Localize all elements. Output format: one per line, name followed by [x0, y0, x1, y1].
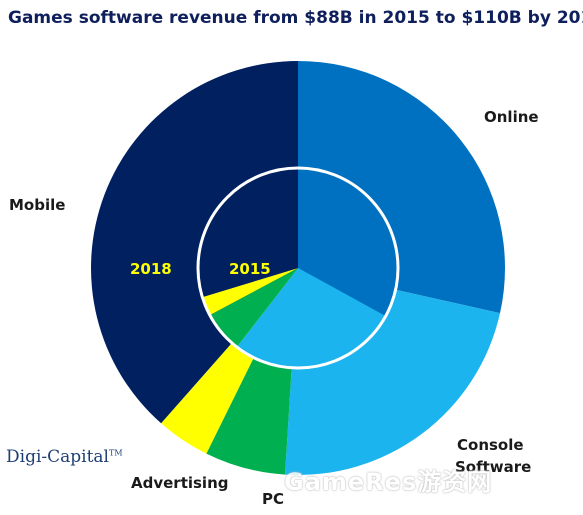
digi-capital-logo: Digi-CapitalTM [6, 447, 123, 467]
label-console-line1: Console [457, 436, 524, 454]
slice-2015-pc [209, 268, 298, 348]
series-label-2015: 2015 [229, 260, 271, 278]
brand-name: Digi-Capital [6, 447, 109, 467]
label-pc: PC [262, 490, 285, 508]
slice-2015-advertising [202, 268, 298, 316]
slice-2015-console-software [236, 268, 386, 369]
label-console-line2: Software [455, 458, 532, 476]
label-advertising: Advertising [131, 474, 229, 492]
slice-2015-online [298, 168, 399, 317]
inner-ring-outline [196, 166, 400, 370]
inner-ring-2015 [198, 168, 399, 369]
gameres-watermark: GameRes游资网 [284, 468, 493, 496]
label-mobile: Mobile [9, 196, 66, 214]
slice-2018-mobile [91, 61, 298, 424]
chart-title: Games software revenue from $88B in 2015… [8, 8, 583, 28]
label-online: Online [484, 108, 539, 126]
slice-2015-mobile [198, 168, 298, 298]
brand-trademark: TM [109, 448, 123, 458]
series-label-2018: 2018 [130, 260, 172, 278]
